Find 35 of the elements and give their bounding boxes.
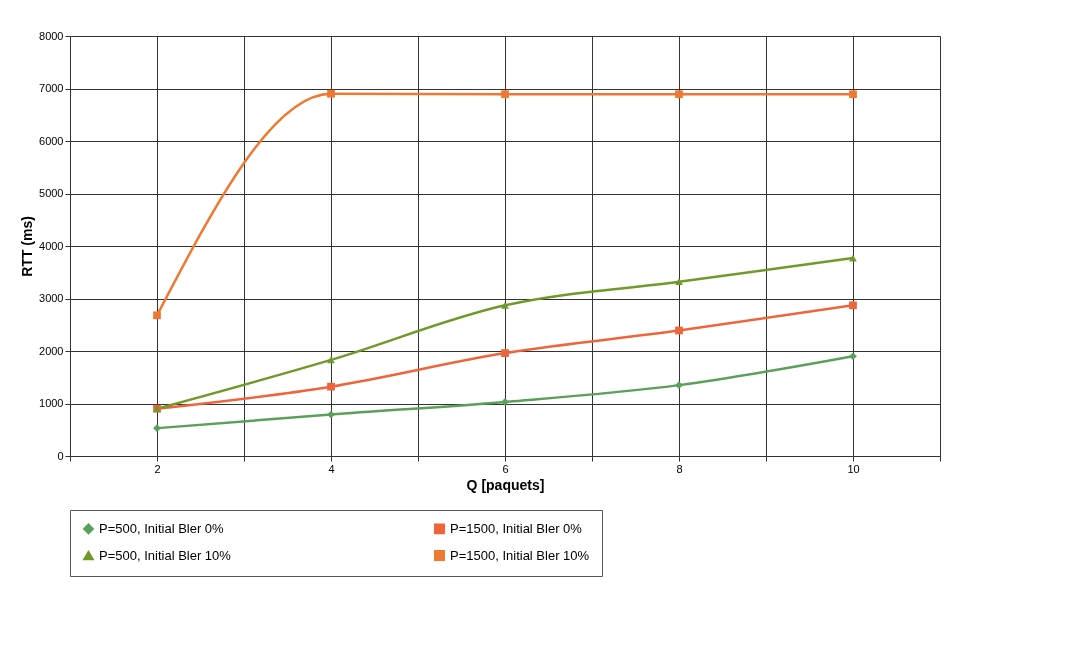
legend-label: P=1500, Initial Bler 10% — [450, 547, 590, 563]
legend-label: P=1500, Initial Bler 0% — [450, 520, 583, 536]
y-tick-label: 5000 — [39, 187, 64, 199]
y-tick-label: 7000 — [39, 82, 64, 94]
point — [153, 311, 161, 320]
point — [501, 90, 509, 99]
point — [327, 356, 335, 364]
point — [153, 424, 161, 433]
y-axis-title: RTT (ms) — [19, 216, 36, 277]
y-tick-label: 6000 — [39, 134, 64, 147]
point — [675, 90, 683, 99]
y-tick-label: 2000 — [39, 344, 64, 357]
point — [849, 90, 857, 99]
x-tick-label: 2 — [154, 462, 161, 475]
point — [849, 352, 857, 361]
y-tick-label: 8000 — [39, 29, 64, 42]
x-tick-label: 10 — [847, 462, 860, 475]
point — [327, 89, 335, 98]
legend-label: P=500, Initial Bler 0% — [99, 520, 225, 536]
x-tick-label: 6 — [502, 462, 509, 475]
point — [849, 301, 857, 310]
point — [675, 326, 683, 335]
point — [501, 301, 509, 309]
point — [327, 410, 335, 419]
point — [327, 382, 335, 391]
legend-label: P=500, Initial Bler 10% — [99, 547, 232, 563]
y-tick-label: 1000 — [39, 397, 64, 409]
x-axis-title: Q [paquets] — [466, 476, 545, 493]
point — [675, 278, 683, 286]
y-tick-label: 3000 — [39, 292, 64, 304]
x-tick-label: 4 — [328, 462, 335, 475]
y-tick-label: 0 — [57, 449, 64, 462]
y-tick-label: 4000 — [39, 239, 64, 252]
point — [501, 349, 509, 357]
x-tick-label: 8 — [676, 462, 683, 475]
